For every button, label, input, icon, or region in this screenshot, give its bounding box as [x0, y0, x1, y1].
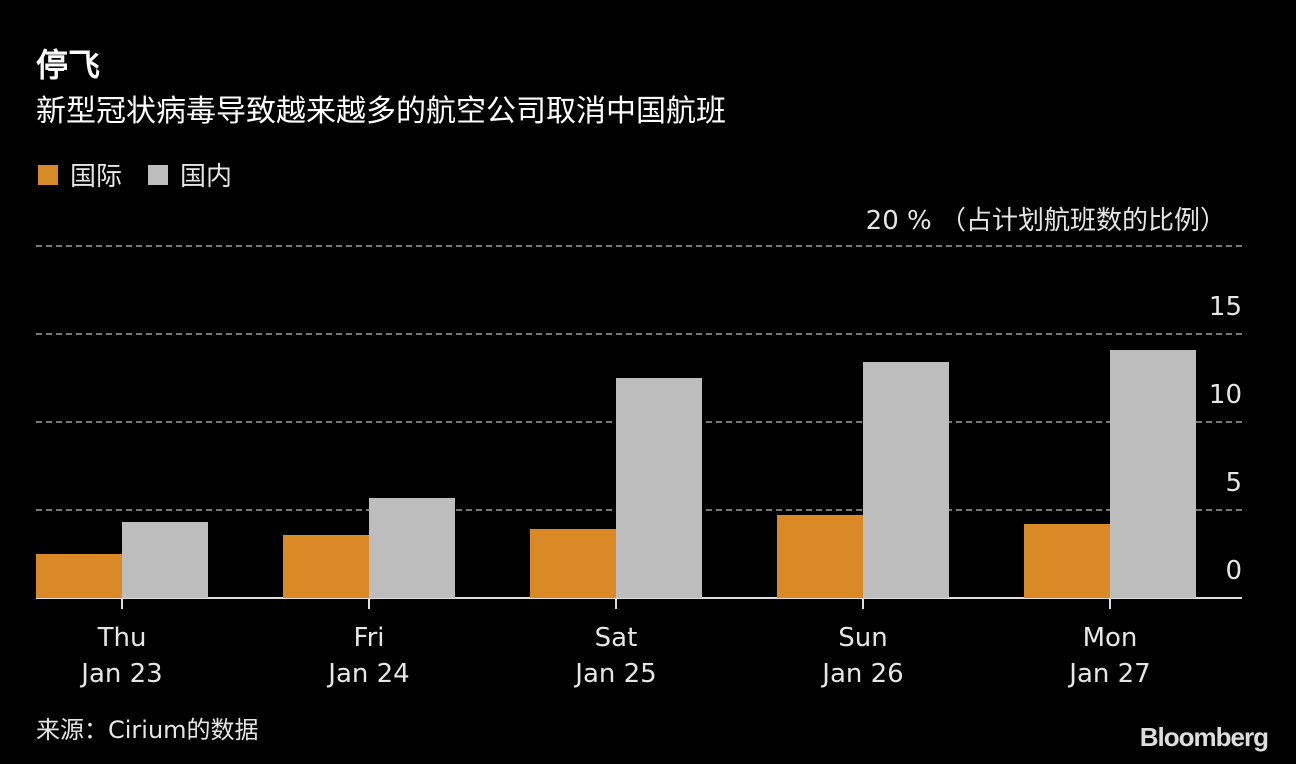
- x-label-date: Jan 24: [328, 659, 410, 689]
- legend-label: 国际: [70, 162, 123, 192]
- bar-domestic: [122, 522, 208, 598]
- x-label-day: Thu: [97, 623, 147, 653]
- x-tick-label: Sun Jan 26: [783, 620, 943, 692]
- y-tick-label: 5: [1225, 468, 1242, 498]
- x-axis-baseline: [36, 597, 1242, 599]
- y-tick-label: 10: [1208, 380, 1242, 410]
- y-tick-label: 15: [1208, 292, 1242, 322]
- legend-item-international: 国际: [38, 156, 122, 193]
- x-tick-label: Thu Jan 23: [42, 620, 202, 692]
- bar-domestic: [369, 497, 455, 598]
- x-label-day: Mon: [1082, 623, 1138, 653]
- y-axis-unit-label: 20 % （占计划航班数的比例）: [865, 206, 1226, 236]
- bloomberg-logo: Bloomberg: [1139, 722, 1269, 752]
- x-tick: [121, 599, 123, 609]
- x-tick: [1109, 599, 1111, 609]
- bar-international: [36, 554, 122, 598]
- source-note: 来源：Cirium的数据: [36, 716, 259, 744]
- gridline: [36, 245, 1242, 247]
- x-tick: [368, 599, 370, 609]
- bar-domestic: [1110, 349, 1196, 598]
- bar-international: [1024, 524, 1110, 598]
- y-tick-label: 0: [1225, 556, 1242, 586]
- bar-international: [283, 534, 369, 598]
- legend-swatch-domestic: [148, 164, 169, 185]
- page-subtitle: 新型冠状病毒导致越来越多的航空公司取消中国航班: [36, 94, 726, 129]
- legend-item-domestic: 国内: [148, 156, 232, 193]
- bar-domestic: [863, 362, 949, 598]
- bar-international: [530, 529, 616, 598]
- x-tick-label: Fri Jan 24: [289, 620, 449, 692]
- page-title: 停飞: [36, 46, 101, 84]
- legend-swatch-international: [38, 164, 58, 185]
- x-label-day: Sun: [838, 623, 888, 653]
- x-label-date: Jan 27: [1069, 659, 1151, 689]
- x-tick-label: Mon Jan 27: [1030, 620, 1190, 692]
- x-tick-label: Sat Jan 25: [536, 620, 696, 692]
- x-label-date: Jan 23: [81, 659, 163, 689]
- x-tick: [615, 599, 617, 609]
- x-label-day: Sat: [594, 623, 638, 653]
- bar-international: [777, 515, 863, 598]
- x-label-date: Jan 26: [822, 659, 904, 689]
- x-tick: [862, 599, 864, 609]
- gridline: [36, 333, 1242, 335]
- x-label-date: Jan 25: [575, 659, 657, 689]
- bar-domestic: [616, 378, 702, 598]
- legend-label: 国内: [180, 162, 233, 192]
- x-label-day: Fri: [353, 623, 385, 653]
- legend: 国际 国内: [38, 156, 258, 193]
